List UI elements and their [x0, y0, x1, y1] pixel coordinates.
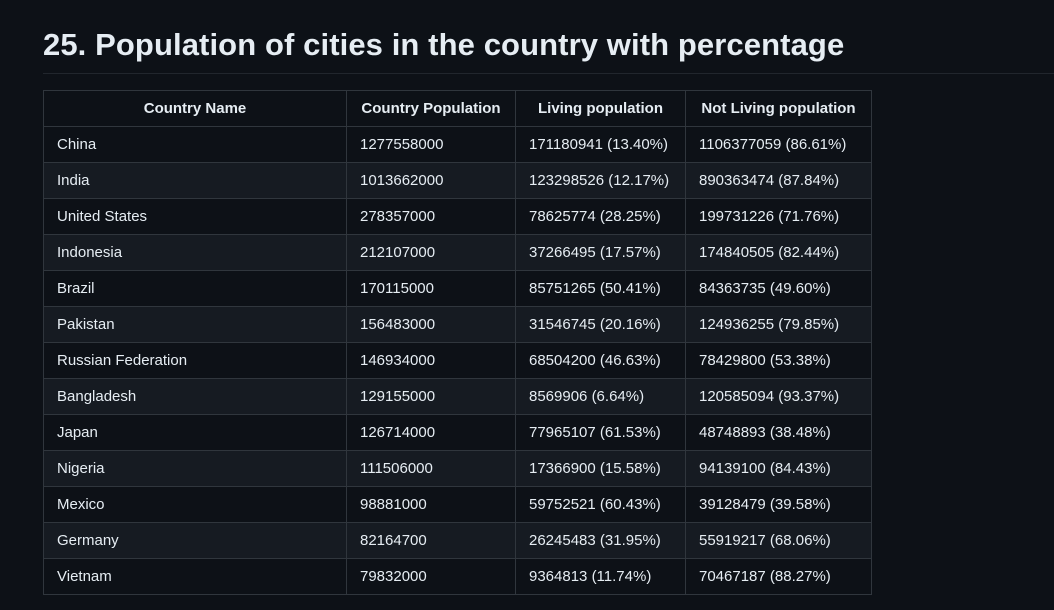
- cell-living-population: 26245483 (31.95%): [515, 522, 686, 559]
- cell-not-living-population: 84363735 (49.60%): [685, 270, 872, 307]
- cell-country-population: 98881000: [346, 486, 516, 523]
- table-header: Country Name Country Population Living p…: [43, 90, 872, 127]
- cell-living-population: 123298526 (12.17%): [515, 162, 686, 199]
- header-row: Country Name Country Population Living p…: [43, 90, 872, 127]
- cell-country-name: India: [43, 162, 347, 199]
- cell-country-population: 1277558000: [346, 126, 516, 163]
- table-row: Mexico 98881000 59752521 (60.43%) 39128479 …: [43, 486, 872, 523]
- cell-country-population: 126714000: [346, 414, 516, 451]
- table-row: United States 278357000 78625774 (28.25%) 1…: [43, 198, 872, 235]
- cell-country-name: Russian Federation: [43, 342, 347, 379]
- table-row: Vietnam 79832000 9364813 (11.74%) 70467187 …: [43, 558, 872, 595]
- cell-country-population: 278357000: [346, 198, 516, 235]
- table-row: Japan 126714000 77965107 (61.53%) 48748893 …: [43, 414, 872, 451]
- cell-country-name: Japan: [43, 414, 347, 451]
- cell-living-population: 8569906 (6.64%): [515, 378, 686, 415]
- table-row: Germany 82164700 26245483 (31.95%) 55919217…: [43, 522, 872, 559]
- cell-country-name: Pakistan: [43, 306, 347, 343]
- cell-country-name: Nigeria: [43, 450, 347, 487]
- cell-living-population: 59752521 (60.43%): [515, 486, 686, 523]
- cell-living-population: 78625774 (28.25%): [515, 198, 686, 235]
- population-table: Country Name Country Population Living p…: [43, 90, 872, 595]
- cell-country-name: Germany: [43, 522, 347, 559]
- cell-not-living-population: 55919217 (68.06%): [685, 522, 872, 559]
- cell-country-name: Vietnam: [43, 558, 347, 595]
- cell-country-population: 111506000: [346, 450, 516, 487]
- cell-living-population: 68504200 (46.63%): [515, 342, 686, 379]
- cell-country-population: 212107000: [346, 234, 516, 271]
- cell-country-population: 82164700: [346, 522, 516, 559]
- cell-not-living-population: 78429800 (53.38%): [685, 342, 872, 379]
- cell-living-population: 9364813 (11.74%): [515, 558, 686, 595]
- table-row: China 1277558000 171180941 (13.40%) 1106377…: [43, 126, 872, 163]
- cell-country-name: Mexico: [43, 486, 347, 523]
- cell-country-population: 156483000: [346, 306, 516, 343]
- cell-not-living-population: 890363474 (87.84%): [685, 162, 872, 199]
- cell-living-population: 17366900 (15.58%): [515, 450, 686, 487]
- cell-country-population: 146934000: [346, 342, 516, 379]
- cell-not-living-population: 120585094 (93.37%): [685, 378, 872, 415]
- cell-living-population: 37266495 (17.57%): [515, 234, 686, 271]
- cell-country-name: Bangladesh: [43, 378, 347, 415]
- cell-not-living-population: 1106377059 (86.61%): [685, 126, 872, 163]
- cell-country-name: Brazil: [43, 270, 347, 307]
- table-row: Nigeria 111506000 17366900 (15.58%) 9413910…: [43, 450, 872, 487]
- table-row: Pakistan 156483000 31546745 (20.16%) 124936…: [43, 306, 872, 343]
- table-row: Brazil 170115000 85751265 (50.41%) 84363735…: [43, 270, 872, 307]
- header-not-living-population: Not Living population: [685, 90, 872, 127]
- cell-country-population: 79832000: [346, 558, 516, 595]
- header-country-name: Country Name: [43, 90, 347, 127]
- cell-country-name: United States: [43, 198, 347, 235]
- cell-not-living-population: 94139100 (84.43%): [685, 450, 872, 487]
- cell-country-name: China: [43, 126, 347, 163]
- table-row: Russian Federation 146934000 68504200 (46.…: [43, 342, 872, 379]
- table-body: China 1277558000 171180941 (13.40%) 1106377…: [43, 126, 872, 595]
- cell-country-population: 1013662000: [346, 162, 516, 199]
- table-row: Bangladesh 129155000 8569906 (6.64%) 120585…: [43, 378, 872, 415]
- heading-divider: [43, 73, 1054, 74]
- cell-living-population: 77965107 (61.53%): [515, 414, 686, 451]
- cell-not-living-population: 70467187 (88.27%): [685, 558, 872, 595]
- cell-living-population: 85751265 (50.41%): [515, 270, 686, 307]
- cell-living-population: 171180941 (13.40%): [515, 126, 686, 163]
- cell-country-name: Indonesia: [43, 234, 347, 271]
- cell-not-living-population: 48748893 (38.48%): [685, 414, 872, 451]
- table-row: Indonesia 212107000 37266495 (17.57%) 17484…: [43, 234, 872, 271]
- cell-living-population: 31546745 (20.16%): [515, 306, 686, 343]
- cell-not-living-population: 124936255 (79.85%): [685, 306, 872, 343]
- cell-not-living-population: 174840505 (82.44%): [685, 234, 872, 271]
- header-country-population: Country Population: [346, 90, 516, 127]
- header-living-population: Living population: [515, 90, 686, 127]
- table-row: India 1013662000 123298526 (12.17%) 8903634…: [43, 162, 872, 199]
- section-heading: 25. Population of cities in the country …: [43, 27, 845, 62]
- cell-not-living-population: 39128479 (39.58%): [685, 486, 872, 523]
- cell-country-population: 129155000: [346, 378, 516, 415]
- cell-not-living-population: 199731226 (71.76%): [685, 198, 872, 235]
- cell-country-population: 170115000: [346, 270, 516, 307]
